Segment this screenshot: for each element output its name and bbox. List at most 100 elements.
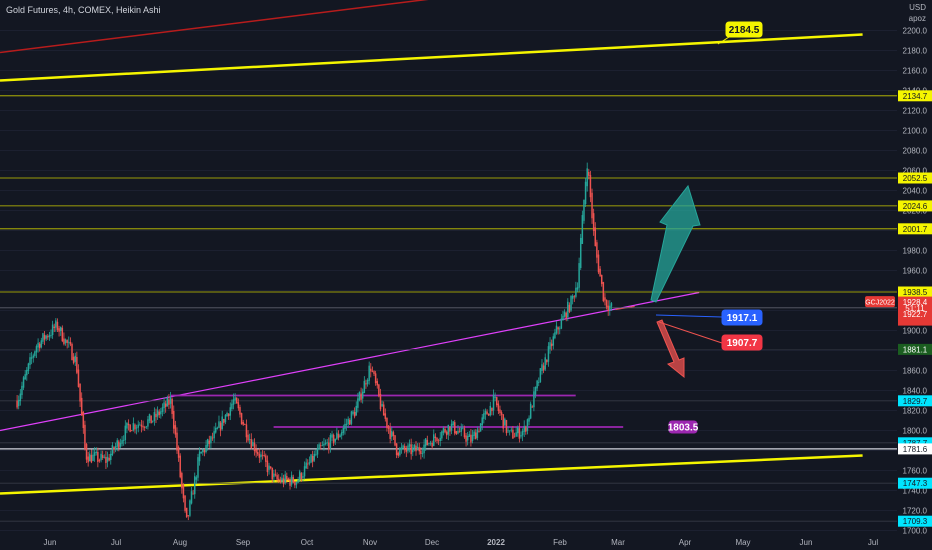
candle-body	[92, 454, 94, 461]
candle-body	[265, 455, 267, 462]
candle-body	[211, 437, 214, 439]
candle-body	[546, 359, 548, 363]
candle-body	[403, 445, 406, 450]
candle-body	[421, 453, 424, 454]
candle-body	[531, 406, 534, 408]
candle-body	[591, 192, 593, 219]
candle-body	[394, 435, 396, 446]
candle-body	[93, 452, 96, 456]
candle-body	[395, 443, 398, 456]
candle-body	[389, 428, 391, 439]
candle-body	[491, 407, 493, 412]
candle-body	[400, 447, 403, 450]
candle-body	[219, 422, 222, 431]
candle-body	[470, 434, 472, 443]
candle-body	[129, 424, 131, 432]
candle-body	[323, 443, 325, 446]
candle-body	[384, 413, 387, 419]
candle-body	[224, 414, 227, 423]
candle-body	[423, 444, 425, 454]
candle-body	[449, 426, 451, 432]
candle-body	[235, 397, 238, 404]
candle-body	[231, 403, 233, 409]
candle-body	[256, 451, 259, 455]
candle-body	[310, 454, 312, 463]
candle-body	[487, 413, 490, 416]
level-label-2024.6: 2024.6	[903, 202, 928, 211]
price-tick: 1820.0	[903, 407, 928, 416]
candle-body	[581, 215, 584, 244]
candle-body	[202, 449, 204, 453]
candle-body	[161, 407, 164, 412]
price-tick: 2040.0	[903, 187, 928, 196]
candle-body	[576, 287, 579, 290]
candle-body	[374, 373, 377, 383]
candle-body	[250, 439, 253, 449]
time-axis[interactable]: Jun Jul Aug Sep Oct Nov Dec 2022 Feb Mar Apr May Jun…	[0, 537, 932, 550]
candle-body	[203, 450, 206, 453]
last-price-label: 1922.7	[903, 310, 928, 319]
callout-1917-1-label: 1917.1	[727, 313, 758, 324]
candle-body	[95, 451, 97, 454]
time-tick-Aug: Aug	[173, 538, 187, 547]
candle-body	[604, 297, 606, 301]
callout-2184-5-box	[725, 21, 763, 38]
candle-body	[111, 445, 114, 456]
candle-body	[72, 356, 75, 364]
candle-body	[48, 335, 51, 338]
candle-body	[105, 456, 107, 464]
candle-body	[578, 263, 580, 288]
candle-body	[247, 434, 249, 441]
candle-body	[261, 454, 264, 456]
candle-body	[319, 445, 322, 447]
unit-label: apoz	[908, 14, 926, 23]
candle-body	[445, 431, 448, 436]
candle-body	[468, 434, 471, 437]
candle-body	[588, 171, 590, 176]
candle-body	[602, 282, 605, 302]
symbol-tag[interactable]: GCJ2022	[865, 300, 895, 307]
candle-body	[368, 365, 370, 381]
candle-body	[195, 477, 198, 480]
candle-body	[429, 442, 432, 444]
candle-body	[164, 403, 167, 407]
candle-body	[155, 413, 157, 418]
level-label-1787.7: 1787.7	[903, 439, 928, 448]
candle-body	[269, 466, 272, 469]
candle-body	[579, 237, 582, 269]
candle-body	[260, 454, 262, 458]
candle-body	[584, 181, 587, 205]
candle-body	[210, 436, 212, 444]
price-tick: 1720.0	[903, 507, 928, 516]
candle-body	[89, 453, 91, 462]
candle-body	[442, 428, 445, 433]
candle-body	[56, 321, 59, 330]
candle-body	[179, 455, 181, 478]
candle-body	[148, 414, 151, 421]
candle-body	[97, 451, 99, 462]
candle-body	[494, 396, 496, 398]
candle-body	[229, 407, 232, 416]
candle-body	[284, 474, 286, 483]
candle-body	[100, 453, 102, 461]
candle-body	[302, 476, 304, 479]
candle-body	[51, 324, 54, 336]
candle-body	[562, 315, 564, 321]
price-tick: 2180.0	[903, 47, 928, 56]
candle-body	[352, 411, 354, 414]
last-price-label: 1928.4	[903, 298, 928, 307]
price-tick: 1800.0	[903, 427, 928, 436]
candle-body	[58, 328, 60, 332]
currency-label[interactable]: USD	[909, 3, 926, 12]
candle-body	[82, 412, 85, 429]
trendline-yellow-trendline-lower-	[0, 454, 863, 495]
time-tick-Jun: Jun	[800, 538, 813, 547]
candle-body	[521, 430, 524, 436]
candle-body	[462, 428, 464, 430]
candle-body	[47, 336, 49, 338]
candle-body	[416, 446, 419, 451]
price-axis[interactable]: 1700.01720.01740.01760.01780.01800.01820…	[865, 0, 932, 550]
candle-body	[34, 351, 36, 356]
candle-body	[64, 339, 67, 344]
